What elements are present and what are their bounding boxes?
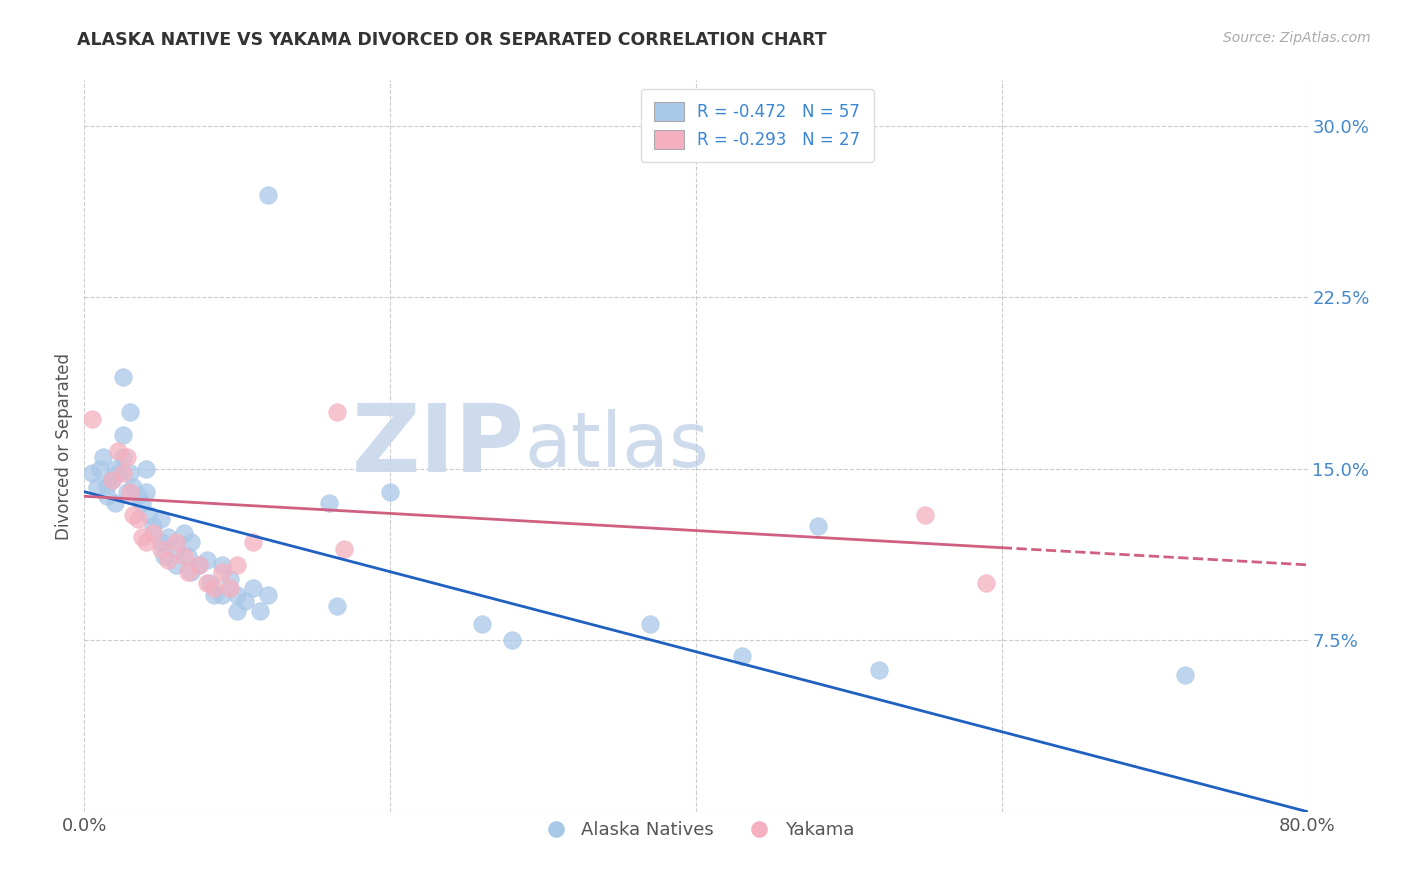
Text: atlas: atlas <box>524 409 710 483</box>
Point <box>111 450 134 465</box>
Point <box>165 558 187 572</box>
Point <box>138 508 160 522</box>
Point <box>218 572 240 586</box>
Point <box>976 576 998 591</box>
Point <box>80 467 103 481</box>
Point <box>149 541 172 556</box>
Point <box>149 535 172 549</box>
Point <box>104 462 127 476</box>
Text: ALASKA NATIVE VS YAKAMA DIVORCED OR SEPARATED CORRELATION CHART: ALASKA NATIVE VS YAKAMA DIVORCED OR SEPA… <box>77 31 827 49</box>
Point <box>180 565 202 579</box>
Point <box>226 558 249 572</box>
Point <box>165 541 187 556</box>
Point <box>91 450 114 465</box>
Text: ZIP: ZIP <box>352 400 524 492</box>
Point <box>380 484 402 499</box>
Point <box>177 549 200 563</box>
Point <box>211 588 233 602</box>
Point <box>257 588 280 602</box>
Point <box>120 405 142 419</box>
Point <box>111 467 134 481</box>
Point <box>101 473 124 487</box>
Point <box>127 512 149 526</box>
Point <box>188 558 211 572</box>
Point <box>142 525 165 540</box>
Point <box>122 508 145 522</box>
Point <box>115 450 138 465</box>
Point <box>149 512 172 526</box>
Point <box>135 462 157 476</box>
Point <box>107 443 129 458</box>
Point <box>226 604 249 618</box>
Point <box>914 508 936 522</box>
Point <box>188 558 211 572</box>
Point <box>115 484 138 499</box>
Point <box>135 535 157 549</box>
Point <box>86 480 108 494</box>
Point <box>127 489 149 503</box>
Point <box>1174 667 1197 681</box>
Point <box>180 535 202 549</box>
Point <box>120 467 142 481</box>
Point <box>325 599 347 613</box>
Point <box>807 519 830 533</box>
Point <box>101 473 124 487</box>
Point <box>202 581 225 595</box>
Point <box>153 549 176 563</box>
Point <box>195 553 218 567</box>
Point <box>242 581 264 595</box>
Point <box>80 411 103 425</box>
Point <box>731 649 754 664</box>
Point <box>233 594 256 608</box>
Point <box>173 525 195 540</box>
Point <box>131 530 153 544</box>
Point <box>135 484 157 499</box>
Point <box>325 405 347 419</box>
Point <box>120 484 142 499</box>
Legend: Alaska Natives, Yakama: Alaska Natives, Yakama <box>531 814 860 847</box>
Point <box>211 565 233 579</box>
Point <box>869 663 891 677</box>
Point <box>157 530 180 544</box>
Point <box>173 549 195 563</box>
Point <box>111 370 134 384</box>
Point <box>242 535 264 549</box>
Point <box>165 535 187 549</box>
Point <box>471 617 494 632</box>
Point <box>502 633 524 648</box>
Point <box>142 519 165 533</box>
Point <box>333 541 356 556</box>
Point <box>131 496 153 510</box>
Point <box>211 558 233 572</box>
Point <box>198 576 221 591</box>
Point <box>195 576 218 591</box>
Point <box>104 496 127 510</box>
Point <box>122 480 145 494</box>
Point <box>638 617 661 632</box>
Point <box>96 489 118 503</box>
Point <box>96 478 118 492</box>
Point <box>157 553 180 567</box>
Point <box>226 588 249 602</box>
Point <box>318 496 340 510</box>
Point <box>107 467 129 481</box>
Y-axis label: Divorced or Separated: Divorced or Separated <box>55 352 73 540</box>
Point <box>249 604 271 618</box>
Point <box>111 427 134 442</box>
Point <box>89 462 111 476</box>
Text: Source: ZipAtlas.com: Source: ZipAtlas.com <box>1223 31 1371 45</box>
Point <box>202 588 225 602</box>
Point <box>257 187 280 202</box>
Point <box>177 565 200 579</box>
Point <box>218 581 240 595</box>
